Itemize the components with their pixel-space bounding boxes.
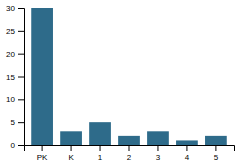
y-axis: 0 5 10 15 20 25 30 [6,4,24,150]
x-tick-mark [157,145,158,151]
x-tick-mark [186,145,187,151]
y-tick-label: 20 [6,50,15,59]
chart-svg: PK K 1 2 3 4 5 0 5 10 15 20 25 30 [0,0,240,163]
x-tick: PK [37,145,48,162]
y-tick: 25 [6,27,24,36]
x-tick: 5 [214,145,219,162]
y-tick: 10 [6,95,24,104]
x-tick-label: 1 [98,153,103,162]
y-tick-mark [18,77,24,78]
y-tick-label: 0 [11,141,16,150]
y-tick-mark [18,99,24,100]
x-tick-label: K [68,153,74,162]
bar [89,122,111,145]
y-tick-mark [18,145,24,146]
x-tick-label: PK [37,153,48,162]
x-tick: 2 [127,145,132,162]
y-tick: 5 [11,118,24,127]
y-tick-mark [18,54,24,55]
y-tick-label: 10 [6,95,15,104]
x-tick-mark [42,145,43,151]
y-tick-label: 5 [11,118,16,127]
x-tick: 4 [185,145,190,162]
x-tick: 1 [98,145,103,162]
y-tick-label: 30 [6,4,15,13]
bar [31,8,53,145]
x-tick-mark [100,145,101,151]
chart-container: PK K 1 2 3 4 5 0 5 10 15 20 25 30 [0,0,240,163]
x-tick-mark [71,145,72,151]
x-tick-mark [129,145,130,151]
y-tick: 0 [11,141,24,150]
y-tick-mark [18,122,24,123]
x-tick-mark [215,145,216,151]
bar [205,136,227,145]
x-tick-label: 4 [185,153,190,162]
x-tick-label: 3 [156,153,161,162]
x-tick-label: 2 [127,153,132,162]
bar [176,140,198,145]
x-tick: K [68,145,74,162]
bar [147,131,169,145]
x-axis-line [25,146,235,152]
y-tick-label: 15 [6,73,15,82]
x-axis: PK K 1 2 3 4 5 [25,145,235,162]
y-axis-line [18,9,25,146]
y-tick: 20 [6,50,24,59]
y-tick-mark [18,8,24,9]
bar [60,131,82,145]
bars [31,8,227,145]
y-tick: 30 [6,4,24,13]
x-tick: 3 [156,145,161,162]
plot: PK K 1 2 3 4 5 0 5 10 15 20 25 30 [6,4,234,162]
y-tick-mark [18,31,24,32]
y-tick: 15 [6,73,24,82]
bar [118,136,140,145]
y-tick-label: 25 [6,27,15,36]
x-tick-label: 5 [214,153,219,162]
